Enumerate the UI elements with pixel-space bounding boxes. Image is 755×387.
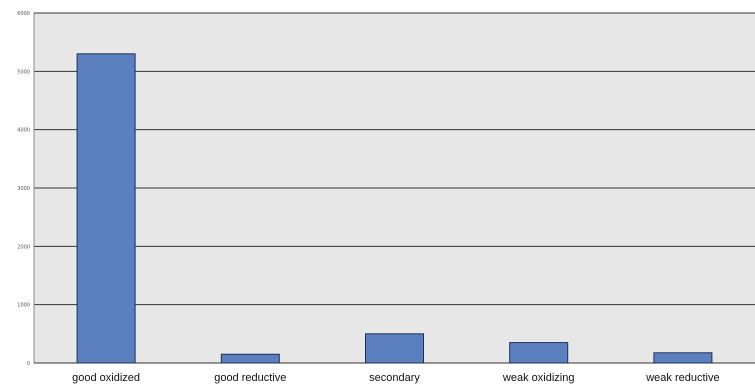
x-category-label: secondary	[369, 372, 420, 384]
y-tick-label: 3000	[17, 186, 30, 192]
bar	[365, 333, 424, 364]
bar	[653, 352, 713, 364]
y-tick-label: 1000	[17, 303, 30, 309]
bar	[76, 53, 136, 364]
y-tick-label: 6000	[17, 11, 30, 17]
grid-lines	[34, 12, 755, 364]
x-category-label: good oxidized	[72, 372, 140, 384]
y-tick-label: 4000	[17, 128, 30, 134]
bars	[76, 53, 713, 364]
bar	[509, 342, 569, 364]
x-category-label: weak reductive	[645, 372, 719, 384]
y-tick-label: 0	[27, 361, 30, 367]
x-category-label: weak oxidizing	[502, 372, 575, 384]
bar	[220, 353, 280, 364]
y-tick-label: 2000	[17, 244, 30, 250]
y-tick-label: 5000	[17, 69, 30, 75]
x-category-label: good reductive	[214, 372, 286, 384]
y-axis-ticks: 0 1000 2000 3000 4000 5000 6000	[17, 11, 30, 367]
x-axis-category-labels: good oxidized good reductive secondary weak…	[72, 372, 719, 384]
